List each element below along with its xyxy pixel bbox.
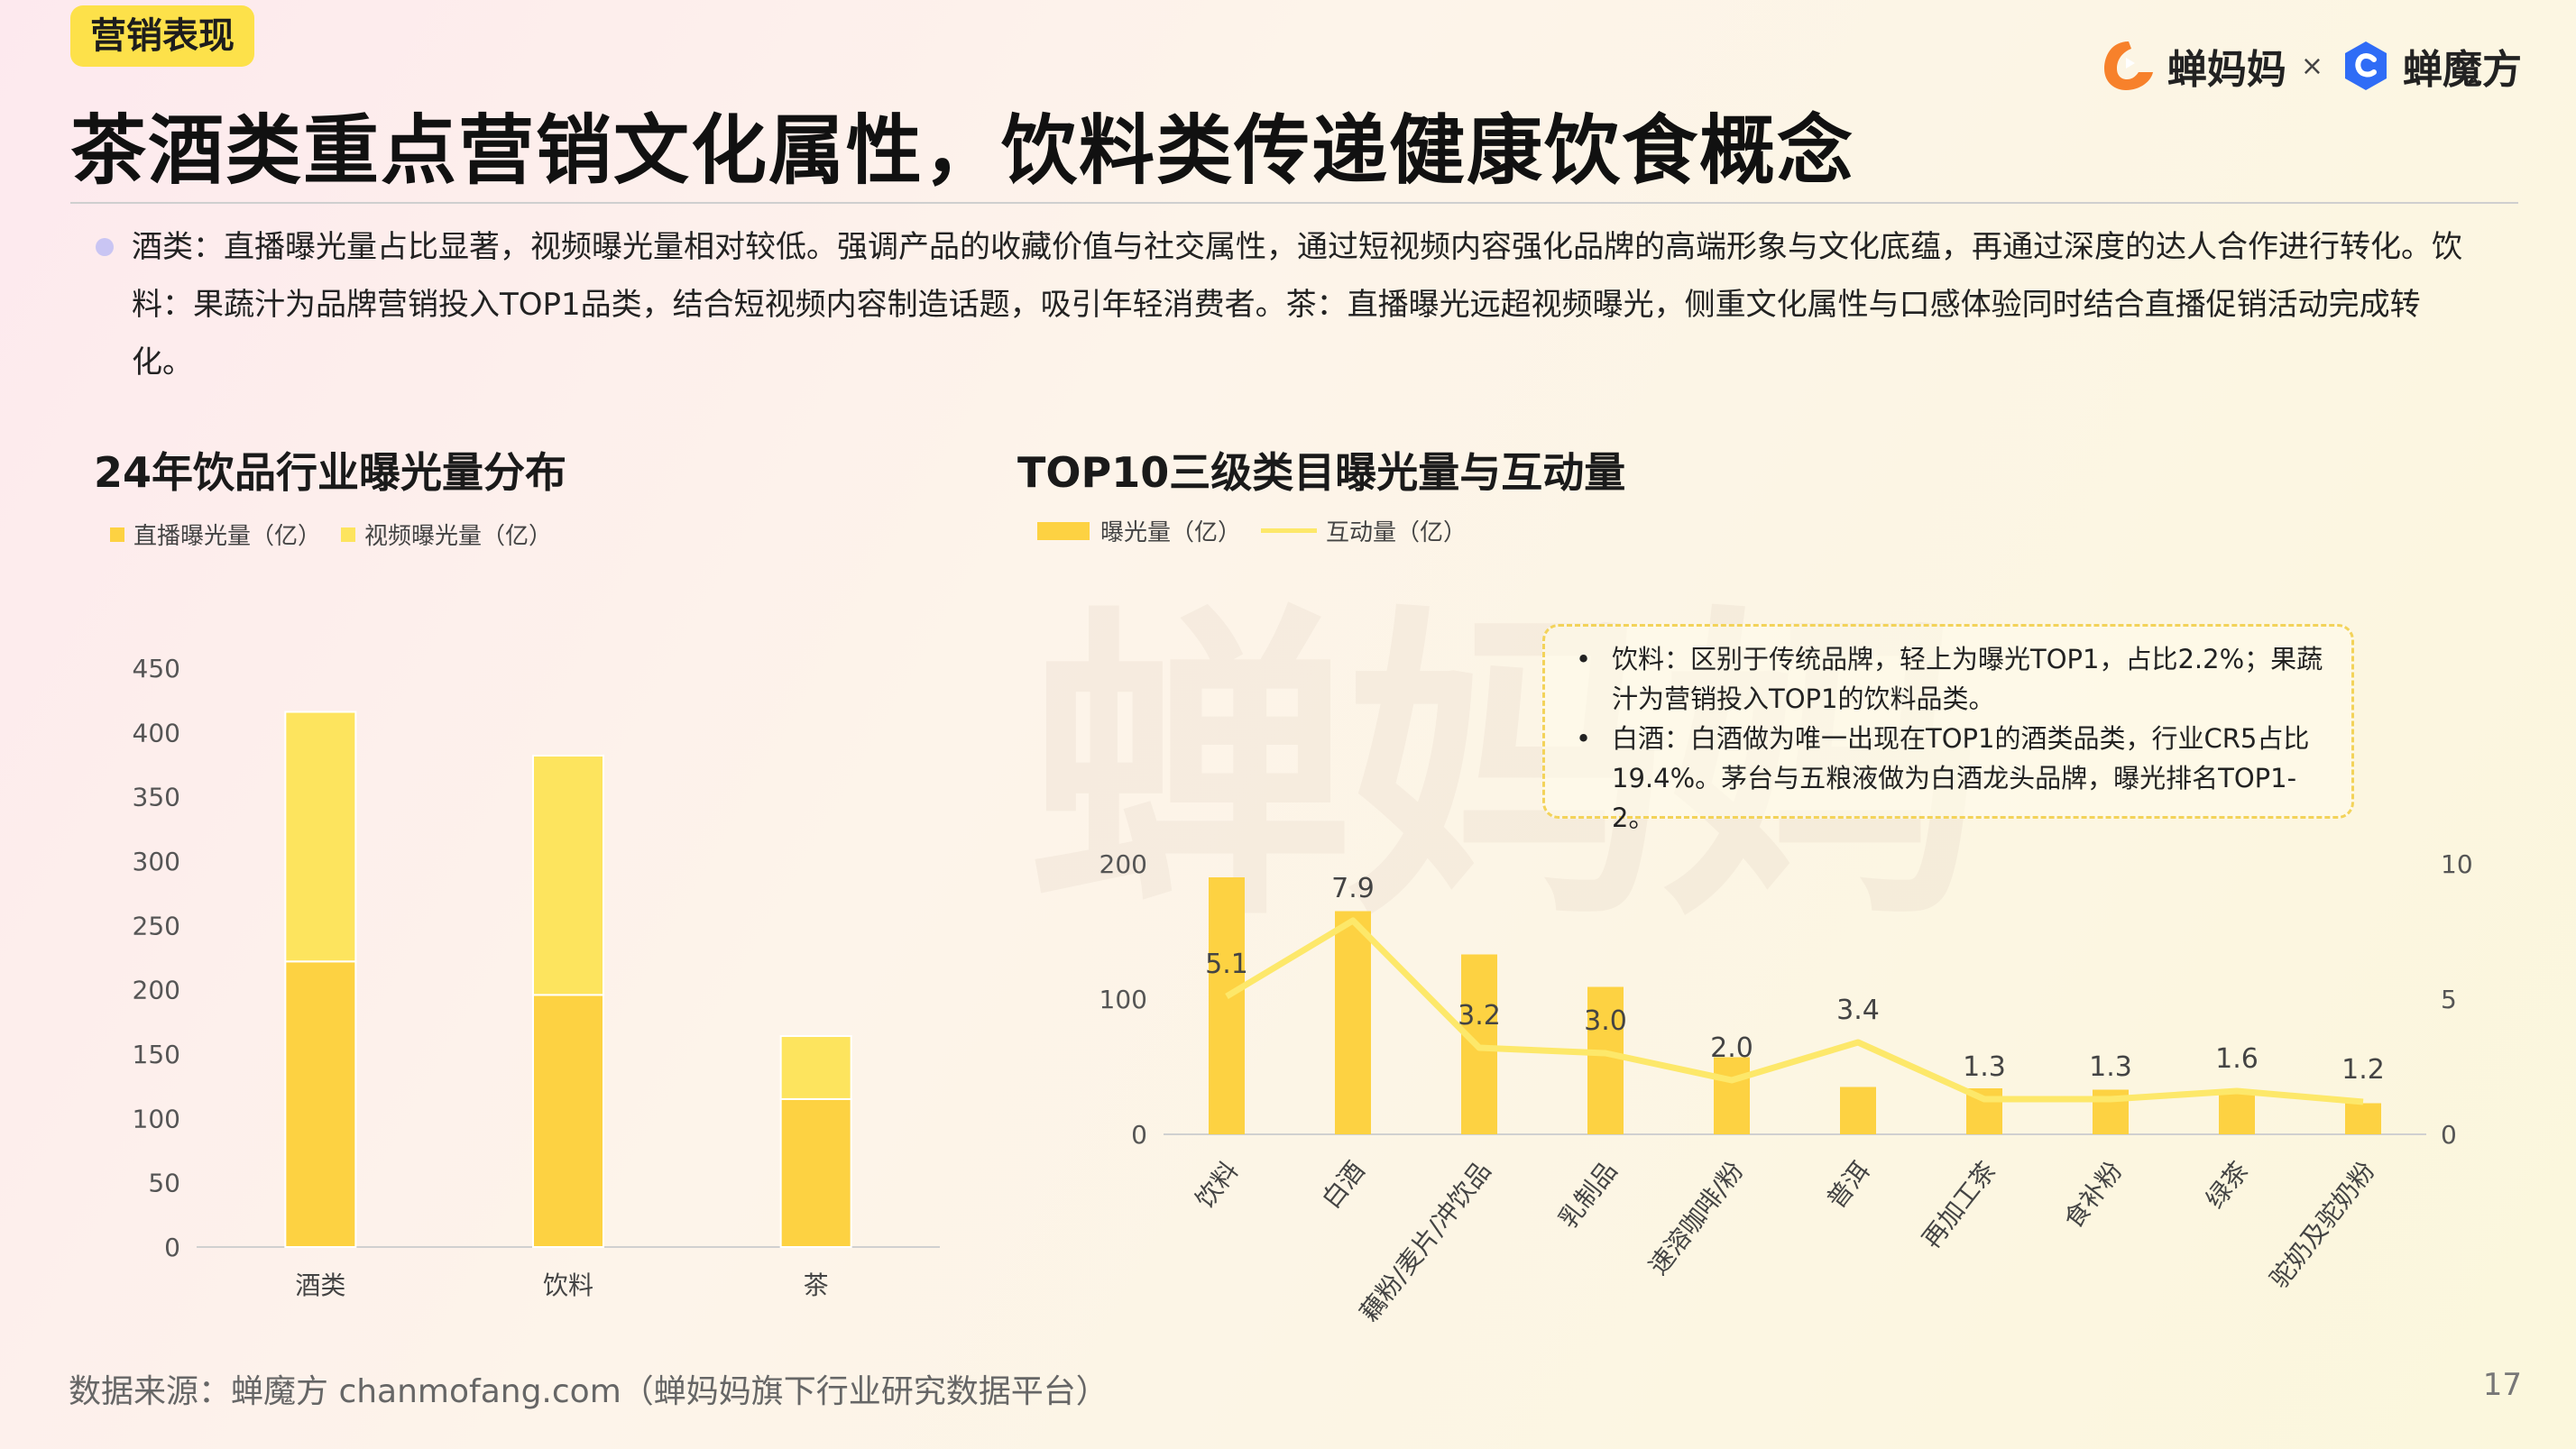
title-divider bbox=[70, 202, 2518, 204]
y-tick-label: 400 bbox=[133, 718, 180, 747]
data-source: 数据来源：蝉魔方 chanmofang.com（蝉妈妈旗下行业研究数据平台） bbox=[69, 1373, 1109, 1410]
x-tick-label: 饮料 bbox=[543, 1270, 593, 1300]
right-chart-title: TOP10三级类目曝光量与互动量 bbox=[1017, 448, 1626, 497]
chanmama-logo-icon bbox=[2103, 41, 2153, 90]
chanmama-logo-text: 蝉妈妈 bbox=[2167, 47, 2286, 93]
legend-label-exposure: 曝光量（亿） bbox=[1100, 519, 1242, 546]
chanmofang-logo-text: 蝉魔方 bbox=[2403, 47, 2522, 93]
y-right-tick-label: 5 bbox=[2441, 985, 2457, 1014]
exposure-bar bbox=[1335, 911, 1371, 1134]
x-tick-label: 食补粉 bbox=[2058, 1156, 2129, 1234]
page-title: 茶酒类重点营销文化属性，饮料类传递健康饮食概念 bbox=[70, 106, 1855, 195]
x-tick-label: 乳制品 bbox=[1553, 1156, 1624, 1234]
legend-swatch-exposure bbox=[1037, 521, 1090, 540]
logo-separator: × bbox=[2300, 50, 2323, 82]
x-tick-label: 白酒 bbox=[1316, 1156, 1370, 1214]
brand-logos: 蝉妈妈 × 蝉魔方 bbox=[2099, 34, 2522, 97]
annotation-box: 饮料：区别于传统品牌，轻上为曝光TOP1，占比2.2%；果蔬汁为营销投入TOP1… bbox=[1542, 624, 2354, 833]
right-chart-legend: 曝光量（亿） 互动量（亿） bbox=[1037, 514, 1467, 547]
y-tick-label: 250 bbox=[133, 911, 180, 940]
left-chart-title: 24年饮品行业曝光量分布 bbox=[94, 448, 567, 497]
exposure-bar bbox=[1587, 986, 1624, 1134]
chanmofang-logo-icon bbox=[2345, 41, 2387, 90]
x-tick-label: 普洱 bbox=[1821, 1156, 1875, 1214]
y-left-tick-label: 0 bbox=[1131, 1120, 1147, 1150]
annotation-item-drinks: 饮料：区别于传统品牌，轻上为曝光TOP1，占比2.2%；果蔬汁为营销投入TOP1… bbox=[1570, 639, 2326, 719]
bar-segment bbox=[779, 1035, 852, 1100]
interaction-data-label: 1.2 bbox=[2341, 1054, 2385, 1086]
y-right-tick-label: 10 bbox=[2441, 849, 2473, 879]
x-tick-label: 驼奶及驼奶粉 bbox=[2264, 1156, 2380, 1294]
interaction-data-label: 2.0 bbox=[1710, 1032, 1753, 1064]
y-tick-label: 300 bbox=[133, 847, 180, 876]
exposure-bar bbox=[1714, 1057, 1750, 1134]
left-chart-legend: 直播曝光量（亿） 视频曝光量（亿） bbox=[110, 518, 552, 551]
interaction-data-label: 7.9 bbox=[1331, 873, 1375, 904]
y-tick-label: 50 bbox=[148, 1169, 180, 1198]
interaction-data-label: 5.1 bbox=[1205, 949, 1248, 980]
interaction-data-label: 1.3 bbox=[2089, 1051, 2132, 1083]
interaction-data-label: 1.6 bbox=[2215, 1043, 2259, 1075]
exposure-bar bbox=[2345, 1103, 2381, 1134]
legend-swatch-video bbox=[341, 527, 356, 542]
y-tick-label: 350 bbox=[133, 783, 180, 812]
bar-segment bbox=[779, 1097, 852, 1249]
summary-text: 酒类：直播曝光量占比显著，视频曝光量相对较低。强调产品的收藏价值与社交属性，通过… bbox=[132, 229, 2462, 381]
x-tick-label: 速溶咖啡/粉 bbox=[1643, 1156, 1750, 1280]
exposure-bar bbox=[1209, 877, 1245, 1134]
x-tick-label: 饮料 bbox=[1190, 1156, 1244, 1214]
annotation-item-baijiu: 白酒：白酒做为唯一出现在TOP1的酒类品类，行业CR5占比19.4%。茅台与五粮… bbox=[1570, 719, 2326, 838]
interaction-data-label: 3.0 bbox=[1584, 1005, 1627, 1037]
summary-bullet bbox=[96, 238, 114, 256]
x-tick-label: 酒类 bbox=[295, 1270, 345, 1300]
legend-label-live: 直播曝光量（亿） bbox=[133, 523, 322, 550]
bar-segment bbox=[284, 711, 357, 963]
y-left-tick-label: 200 bbox=[1099, 849, 1147, 879]
interaction-line bbox=[1225, 917, 2364, 1105]
bar-segment bbox=[532, 755, 604, 996]
y-right-tick-label: 0 bbox=[2441, 1120, 2457, 1150]
interaction-data-label: 3.2 bbox=[1458, 1000, 1501, 1032]
x-tick-label: 茶 bbox=[804, 1270, 829, 1300]
y-tick-label: 450 bbox=[133, 654, 180, 683]
interaction-data-label: 1.3 bbox=[1963, 1051, 2006, 1083]
page-number: 17 bbox=[2482, 1367, 2522, 1403]
section-tag: 营销表现 bbox=[70, 5, 254, 67]
x-tick-label: 再加工茶 bbox=[1917, 1156, 2002, 1254]
y-tick-label: 100 bbox=[133, 1104, 180, 1133]
interaction-data-label: 3.4 bbox=[1836, 995, 1880, 1026]
legend-swatch-live bbox=[110, 527, 124, 542]
bar-segment bbox=[532, 994, 604, 1248]
x-tick-label: 绿茶 bbox=[2200, 1156, 2254, 1214]
legend-swatch-interaction bbox=[1261, 528, 1318, 533]
exposure-bar bbox=[1840, 1087, 1876, 1134]
exposure-bar bbox=[2219, 1089, 2255, 1134]
x-tick-label: 藕粉/麦片/冲饮品 bbox=[1354, 1156, 1496, 1327]
legend-label-interaction: 互动量（亿） bbox=[1326, 519, 1467, 546]
right-combo-chart: 0 100 200 0 5 10 饮料 白酒藕粉/麦片/冲饮品 乳制品 速溶咖啡/粉 普洱 再加工茶食… bbox=[1099, 849, 2473, 1327]
legend-label-video: 视频曝光量（亿） bbox=[364, 523, 553, 550]
y-tick-label: 150 bbox=[133, 1040, 180, 1069]
y-left-tick-label: 100 bbox=[1099, 985, 1147, 1014]
y-tick-label: 0 bbox=[164, 1233, 180, 1262]
y-tick-label: 200 bbox=[133, 976, 180, 1005]
left-stacked-bar-chart: 0 50 100 150 200 250 300 350 400 450 酒类 饮料 茶 bbox=[133, 654, 940, 1300]
